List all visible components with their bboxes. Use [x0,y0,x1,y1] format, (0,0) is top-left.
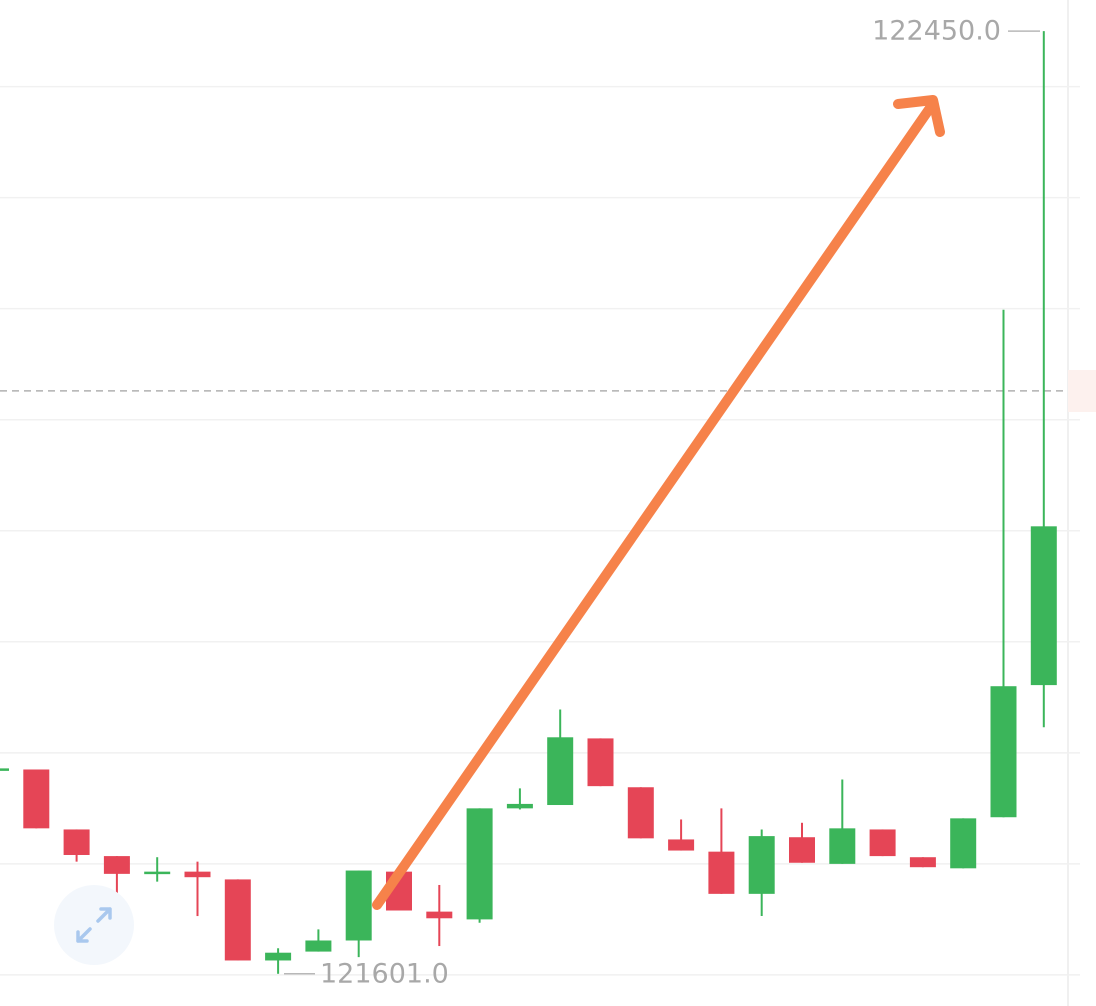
candle-body [668,839,695,851]
candle-body [789,837,815,863]
candle-body [627,787,654,839]
candle-body [63,829,90,855]
candle-body [506,803,533,809]
expand-button[interactable] [54,885,134,965]
min-marker-label: 121601.0 [320,958,449,989]
candle-body [1030,526,1057,686]
expand-button-bg[interactable] [54,885,134,965]
candle-body [869,829,896,857]
candle-body [426,911,453,919]
max-marker-label: 122450.0 [872,16,1001,47]
candle-body [466,808,493,920]
candle-body [829,828,856,864]
candle-body [144,871,171,875]
arrow-head [893,95,945,137]
candle-body [708,851,735,894]
candle-body [0,768,9,771]
candle-body [748,836,775,894]
candle-body [909,857,936,868]
price-tag [1068,370,1096,412]
arrow-shaft [372,103,935,910]
candle-body [265,952,292,961]
candle-body [950,818,977,869]
candle-body [345,870,372,941]
candle-body [305,940,332,952]
candle-body [990,686,1017,818]
candle-body [547,737,574,806]
candle-body [224,879,251,961]
expand-icon[interactable] [76,907,112,943]
candle-body [23,769,50,829]
trend-arrow [372,95,945,910]
candle-body [184,871,211,878]
candle-body [587,738,614,787]
plot-area: 122450.0 121601.0 [0,16,1080,989]
candle-body [103,856,130,874]
